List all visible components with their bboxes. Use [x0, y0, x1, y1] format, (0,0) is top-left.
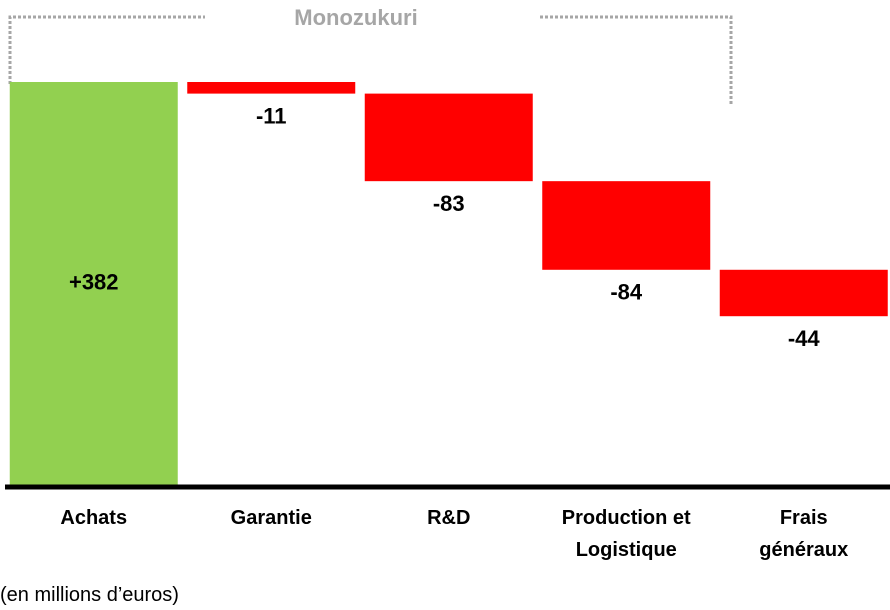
- note: (en millions d’euros): [0, 584, 179, 606]
- category-label: Frais généraux: [759, 507, 849, 561]
- bracket-left: [8, 15, 205, 84]
- value-label: -11: [256, 103, 287, 128]
- value-label: -44: [788, 326, 821, 351]
- bar: [9, 82, 178, 485]
- bar: [719, 269, 888, 317]
- category-label: Production et Logistique: [561, 507, 691, 561]
- category-label: Achats: [60, 507, 128, 529]
- category-label: R&D: [427, 507, 471, 529]
- value-label: -84: [610, 280, 643, 305]
- bracket-right: [540, 15, 733, 104]
- bar: [542, 181, 711, 270]
- bar: [187, 82, 356, 94]
- bar: [364, 93, 533, 182]
- value-label: +382: [69, 269, 119, 294]
- annotation: Monozukuri: [294, 5, 417, 30]
- bracket: [8, 15, 733, 104]
- value-label: -83: [433, 191, 465, 216]
- category-label: Garantie: [230, 507, 312, 529]
